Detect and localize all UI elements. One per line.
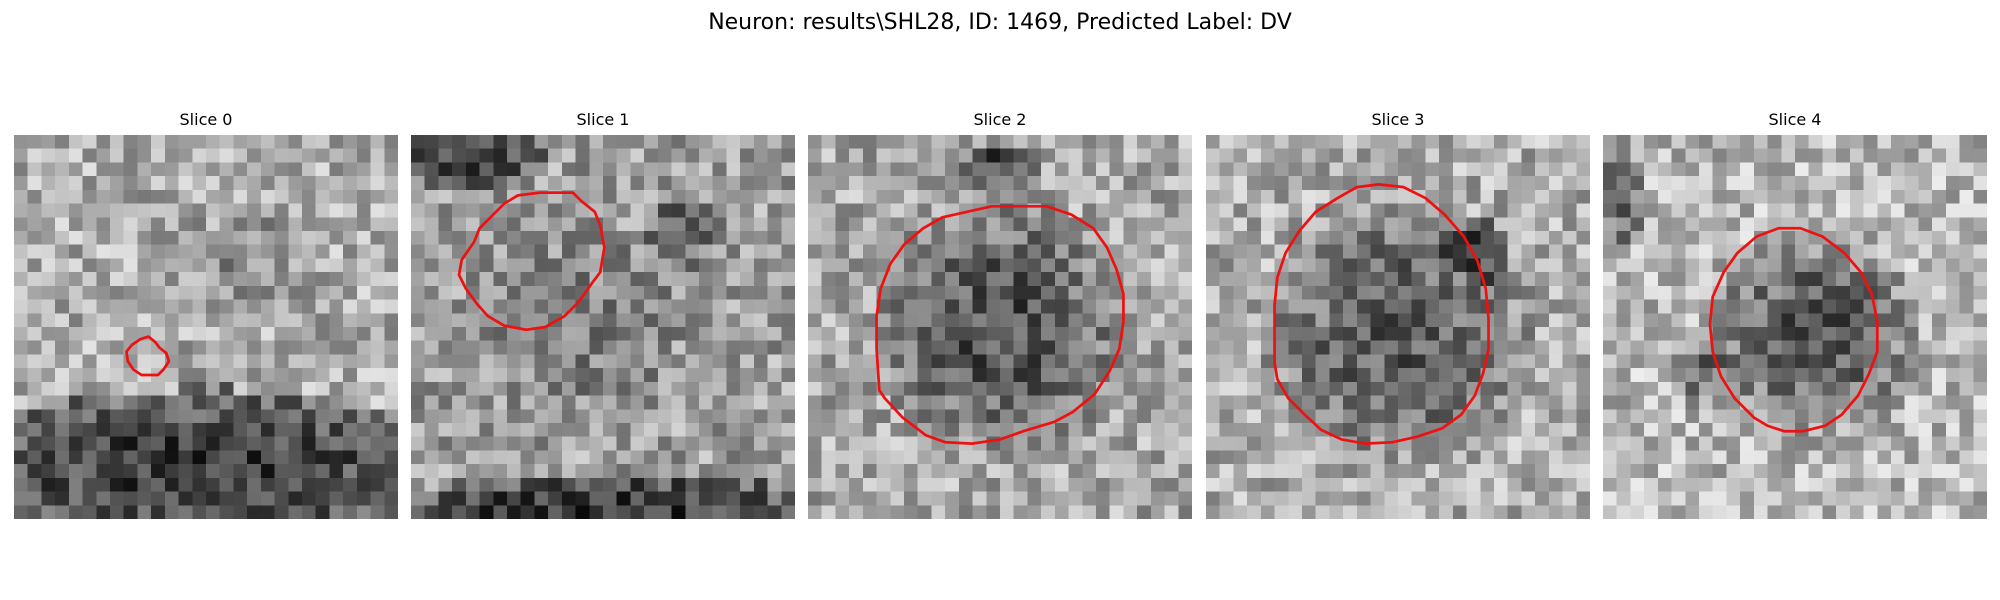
slice-panel: Slice 1 bbox=[411, 108, 795, 519]
slice-title: Slice 3 bbox=[1371, 110, 1425, 129]
segmentation-contour bbox=[1708, 226, 1879, 433]
micrograph-image bbox=[411, 135, 795, 519]
slice-title: Slice 2 bbox=[973, 110, 1027, 129]
figure-title: Neuron: results\SHL28, ID: 1469, Predict… bbox=[708, 10, 1292, 35]
segmentation-contour bbox=[457, 191, 606, 332]
micrograph-image bbox=[1603, 135, 1987, 519]
slice-panel: Slice 3 bbox=[1206, 108, 1590, 519]
micrograph-image bbox=[1206, 135, 1590, 519]
micrograph-image bbox=[14, 135, 398, 519]
slice-panel: Slice 2 bbox=[808, 108, 1192, 519]
slice-panel: Slice 0 bbox=[14, 108, 398, 519]
slice-panel: Slice 4 bbox=[1603, 108, 1987, 519]
segmentation-contour bbox=[875, 204, 1125, 445]
slice-title: Slice 0 bbox=[179, 110, 233, 129]
slice-title: Slice 1 bbox=[576, 110, 630, 129]
slice-title: Slice 4 bbox=[1768, 110, 1822, 129]
micrograph-image bbox=[808, 135, 1192, 519]
segmentation-contour bbox=[1273, 182, 1490, 445]
segmentation-contour bbox=[125, 335, 171, 377]
